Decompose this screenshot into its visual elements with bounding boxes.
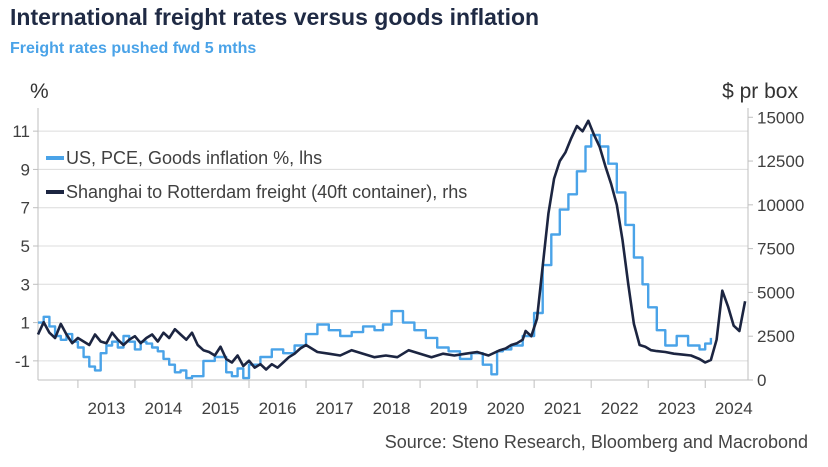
x-tick-label: 2013 (88, 399, 126, 418)
x-tick-label: 2022 (601, 399, 639, 418)
x-tick-label: 2021 (544, 399, 582, 418)
chart-title: International freight rates versus goods… (10, 4, 540, 30)
source-note: Source: Steno Research, Bloomberg and Ma… (384, 432, 808, 452)
left-tick-label: 9 (21, 160, 30, 179)
left-tick-label: 1 (21, 314, 30, 333)
x-tick-label: 2014 (145, 399, 183, 418)
right-tick-label: 7500 (757, 240, 795, 259)
series-line-goods-inflation (38, 133, 713, 380)
left-tick-label: 5 (21, 237, 30, 256)
x-tick-label: 2015 (202, 399, 240, 418)
right-tick-label: 2500 (757, 327, 795, 346)
right-tick-label: 15000 (757, 108, 804, 127)
left-tick-label: 7 (21, 199, 30, 218)
left-tick-label: -1 (15, 352, 30, 371)
axes (33, 108, 753, 388)
right-axis-unit: $ pr box (722, 80, 798, 103)
legend-label: Shanghai to Rotterdam freight (40ft cont… (66, 182, 467, 202)
left-tick-label: 3 (21, 275, 30, 294)
right-tick-label: 0 (757, 371, 766, 390)
x-tick-label: 2016 (259, 399, 297, 418)
x-tick-label: 2019 (430, 399, 468, 418)
x-tick-label: 2023 (658, 399, 696, 418)
x-tick-label: 2017 (316, 399, 354, 418)
legend: US, PCE, Goods inflation %, lhs Shanghai … (46, 148, 467, 202)
series-lines (36, 119, 747, 380)
x-tick-label: 2018 (373, 399, 411, 418)
x-tick-label: 2020 (487, 399, 525, 418)
x-tick-label: 2024 (715, 399, 753, 418)
right-tick-label: 12500 (757, 152, 804, 171)
chart-subtitle: Freight rates pushed fwd 5 mths (10, 40, 257, 57)
series-line-freight-rates (36, 119, 747, 371)
grid-lines (38, 130, 748, 362)
tick-labels: -1 1 3 5 7 9 11 0 2500 5000 7500 10000 12500 15000 201… (12, 108, 804, 418)
left-axis-unit: % (30, 80, 49, 103)
right-tick-label: 5000 (757, 283, 795, 302)
legend-label: US, PCE, Goods inflation %, lhs (66, 148, 322, 168)
left-tick-label: 11 (12, 122, 30, 141)
right-tick-label: 10000 (757, 196, 804, 215)
